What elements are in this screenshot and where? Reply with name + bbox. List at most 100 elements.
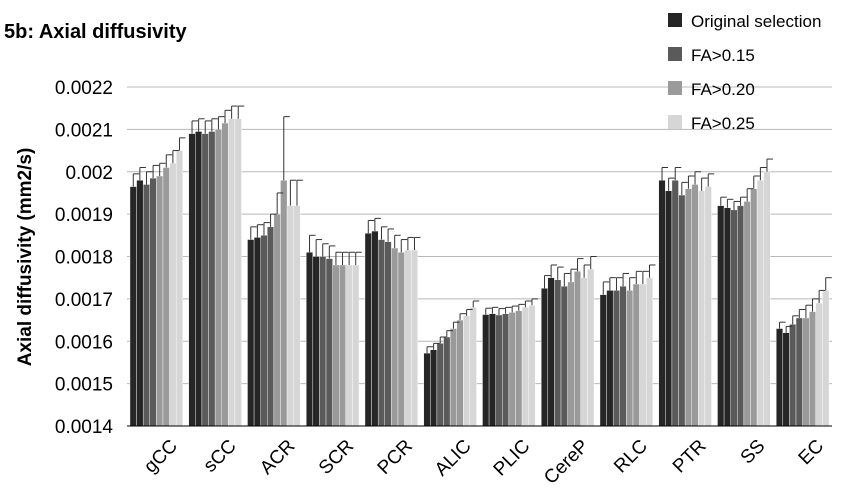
x-tick-label: PCR bbox=[374, 436, 417, 479]
bar bbox=[404, 249, 412, 427]
bar bbox=[345, 264, 353, 427]
bar bbox=[521, 307, 529, 427]
bar bbox=[698, 190, 706, 427]
bar bbox=[782, 332, 790, 427]
y-tick-label: 0.0017 bbox=[55, 290, 113, 311]
bar bbox=[286, 205, 294, 427]
legend-label: FA>0.25 bbox=[691, 114, 755, 133]
bar bbox=[815, 302, 823, 427]
bar bbox=[188, 133, 196, 427]
bar bbox=[423, 352, 431, 427]
bar bbox=[567, 281, 575, 427]
y-tick-label: 0.0019 bbox=[55, 205, 113, 226]
bar bbox=[587, 269, 595, 427]
bar bbox=[456, 319, 464, 427]
bar bbox=[175, 150, 183, 427]
bar bbox=[678, 194, 686, 427]
bar bbox=[639, 283, 647, 427]
bar bbox=[541, 288, 549, 427]
bar bbox=[391, 247, 399, 427]
bar bbox=[730, 209, 738, 427]
bar bbox=[789, 324, 797, 427]
bar bbox=[253, 237, 261, 427]
bar bbox=[221, 122, 229, 427]
bar bbox=[136, 180, 144, 427]
bar bbox=[599, 294, 607, 427]
x-tick-label: SCR bbox=[315, 436, 358, 479]
bar bbox=[809, 311, 817, 427]
bar-groups bbox=[129, 118, 830, 427]
y-axis-label: Axial diffusivity (mm2/s) bbox=[15, 148, 36, 367]
bar bbox=[293, 205, 301, 427]
bar bbox=[619, 285, 627, 427]
bar bbox=[495, 314, 503, 427]
bar bbox=[554, 279, 562, 427]
x-tick-label: sCC bbox=[200, 436, 241, 477]
legend-label: FA>0.15 bbox=[691, 46, 755, 65]
bar bbox=[488, 313, 496, 427]
y-tick-label: 0.0014 bbox=[55, 417, 114, 438]
y-tick-label: 0.0018 bbox=[55, 248, 113, 269]
x-tick-label: gCC bbox=[140, 436, 182, 478]
bar bbox=[410, 249, 418, 427]
bar bbox=[325, 258, 333, 427]
legend: Original selection FA>0.15 FA>0.20 FA>0.25 bbox=[668, 12, 821, 133]
legend-swatch bbox=[668, 115, 682, 129]
bar bbox=[364, 232, 372, 427]
bar bbox=[763, 171, 771, 427]
bar bbox=[822, 290, 830, 427]
x-tick-labels: gCC sCC ACR SCR PCR ALIC PLIC CereP RLC PTR SS EC bbox=[140, 436, 828, 489]
bar bbox=[717, 205, 725, 427]
x-tick-label: ALIC bbox=[431, 436, 476, 481]
bar bbox=[632, 283, 640, 427]
legend-swatch bbox=[668, 13, 682, 27]
bar bbox=[515, 310, 523, 427]
x-tick-label: RLC bbox=[610, 436, 652, 478]
gridlines bbox=[127, 86, 832, 427]
bar bbox=[704, 186, 712, 427]
legend-swatch bbox=[668, 81, 682, 95]
bar bbox=[756, 180, 764, 427]
bar bbox=[332, 264, 340, 427]
bar bbox=[671, 180, 679, 427]
error-bars bbox=[132, 105, 832, 354]
bar bbox=[645, 277, 653, 427]
x-tick-label: ACR bbox=[256, 436, 299, 479]
bar bbox=[502, 313, 510, 427]
bar bbox=[280, 180, 288, 427]
bar bbox=[743, 201, 751, 427]
x-tick-label: SS bbox=[737, 436, 770, 469]
bar bbox=[377, 239, 385, 427]
bar bbox=[443, 336, 451, 427]
bar bbox=[684, 188, 692, 427]
bar bbox=[260, 235, 268, 427]
bar bbox=[352, 264, 360, 427]
bar bbox=[612, 290, 620, 427]
bar bbox=[665, 190, 673, 427]
bar bbox=[482, 314, 490, 427]
bar bbox=[247, 239, 255, 427]
bar bbox=[580, 277, 588, 427]
bar bbox=[436, 343, 444, 427]
bar bbox=[750, 188, 758, 427]
bar bbox=[195, 131, 203, 427]
bar bbox=[208, 131, 216, 427]
y-tick-label: 0.0021 bbox=[55, 120, 113, 141]
bar bbox=[306, 252, 314, 427]
bar bbox=[737, 205, 745, 427]
bar bbox=[626, 290, 634, 427]
legend-swatch bbox=[668, 47, 682, 61]
bar bbox=[214, 129, 222, 427]
y-tick-label: 0.002 bbox=[65, 163, 113, 184]
bar bbox=[312, 256, 320, 427]
bar bbox=[339, 264, 347, 427]
bar bbox=[384, 241, 392, 427]
bar bbox=[658, 180, 666, 427]
bar bbox=[142, 184, 150, 427]
bar bbox=[560, 285, 568, 427]
bar bbox=[528, 305, 536, 427]
bar bbox=[723, 207, 731, 427]
y-tick-label: 0.0015 bbox=[55, 375, 113, 396]
y-tick-labels: 0.0014 0.0015 0.0016 0.0017 0.0018 0.0019 0.00… bbox=[55, 78, 114, 438]
bar bbox=[449, 328, 457, 427]
